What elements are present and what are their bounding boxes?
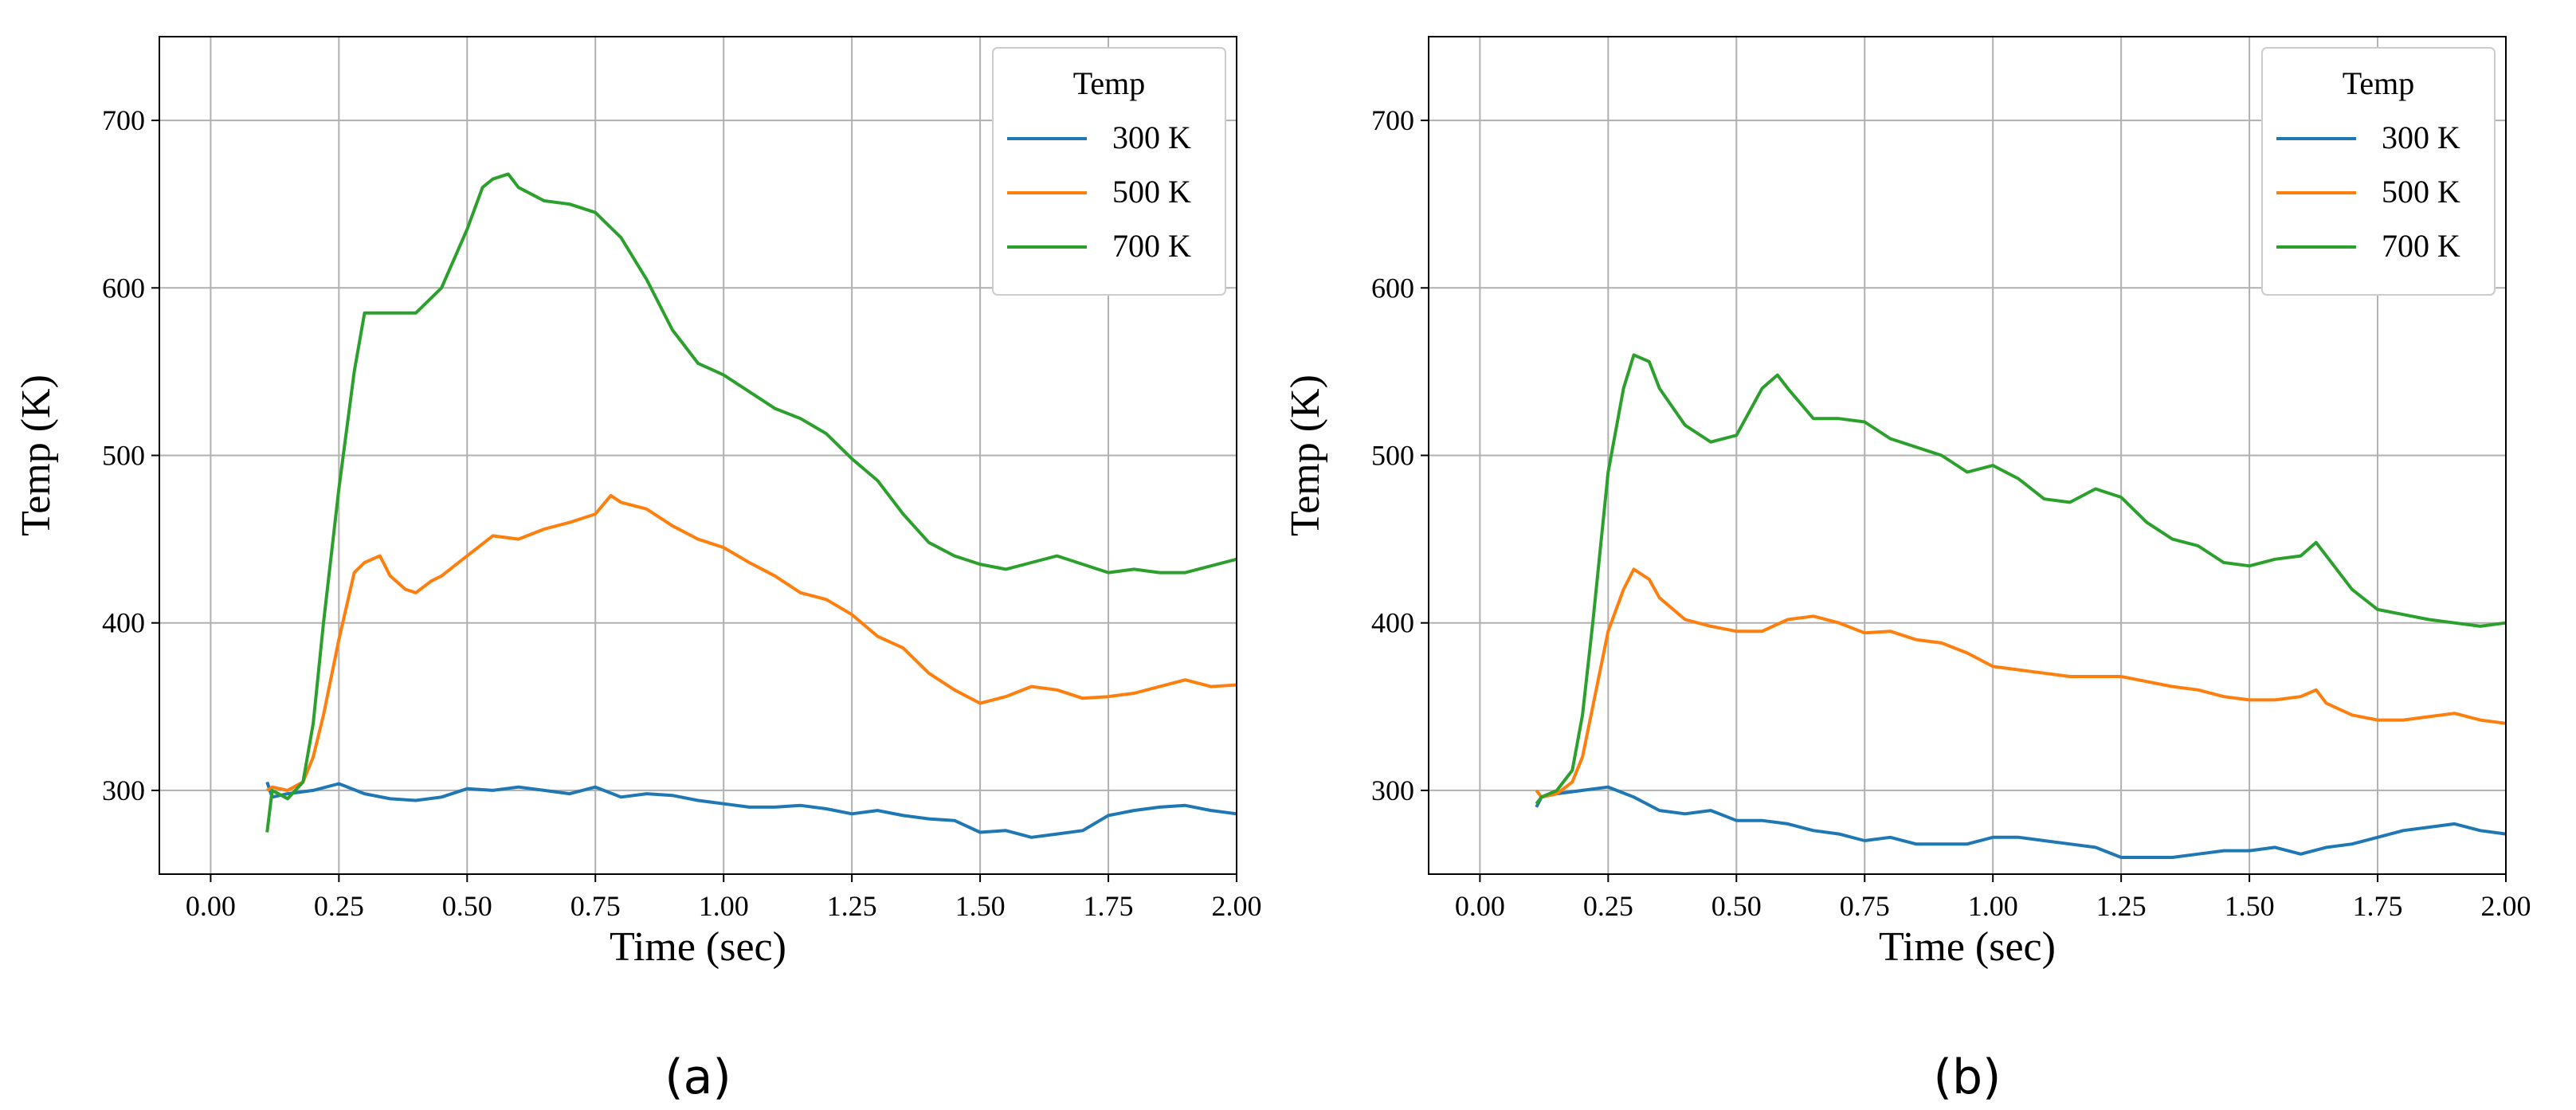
y-axis-label: Temp (K): [1283, 375, 1328, 536]
x-tick-label: 0.50: [442, 890, 492, 922]
x-tick-label: 1.50: [2225, 890, 2275, 922]
x-tick-label: 1.25: [2096, 890, 2147, 922]
x-tick-label: 1.50: [955, 890, 1006, 922]
legend-title: Temp: [1073, 65, 1146, 101]
y-tick-label: 600: [102, 272, 145, 304]
x-tick-label: 1.25: [827, 890, 877, 922]
x-tick-label: 0.75: [1840, 890, 1890, 922]
series-line-300-k: [1535, 785, 2507, 859]
y-tick-label: 600: [1371, 272, 1414, 304]
legend-label: 500 K: [2382, 174, 2460, 210]
x-tick-label: 2.00: [1212, 890, 1262, 922]
x-tick-label: 0.75: [570, 890, 621, 922]
series-lines: [265, 172, 1237, 839]
legend-label: 500 K: [1112, 174, 1191, 210]
y-tick-label: 400: [102, 607, 145, 639]
series-line-500-k: [266, 493, 1237, 792]
legend-label: 300 K: [2382, 120, 2460, 155]
panel-caption: (a): [665, 1049, 731, 1105]
y-tick-label: 500: [1371, 440, 1414, 472]
legend-box: [2261, 47, 2496, 296]
x-tick-label: 1.75: [1084, 890, 1134, 922]
y-tick-label: 300: [102, 775, 145, 806]
series-line-700-k: [1535, 353, 2507, 805]
x-tick-label: 0.25: [314, 890, 364, 922]
legend: Temp 300 K 500 K 700 K: [992, 47, 1226, 296]
legend-label: 700 K: [1112, 228, 1191, 264]
series-line-700-k: [265, 172, 1237, 833]
y-tick-label: 700: [102, 104, 145, 136]
legend-title: Temp: [2343, 65, 2415, 101]
y-tick-label: 700: [1371, 104, 1414, 136]
y-tick-label: 500: [102, 440, 145, 472]
x-axis-label: Time (sec): [1879, 924, 2056, 970]
chart-panel-a: 0.00 0.25 0.50 0.75 1.00 1.25 1.50 1.75 2.00 300…: [14, 36, 1262, 1105]
x-tick-label: 0.25: [1583, 890, 1633, 922]
x-tick-label: 1.00: [1968, 890, 2018, 922]
legend: Temp 300 K 500 K 700 K: [2261, 47, 2496, 296]
x-tick-label: 1.00: [699, 890, 749, 922]
series-line-300-k: [265, 781, 1237, 839]
legend-box: [992, 47, 1226, 296]
y-ticks: 300 400 500 600 700: [1371, 104, 1429, 806]
x-tick-label: 1.75: [2353, 890, 2403, 922]
x-ticks: 0.00 0.25 0.50 0.75 1.00 1.25 1.50 1.75 2.00: [1455, 874, 2531, 922]
y-axis-label: Temp (K): [14, 375, 59, 536]
panel-caption: (b): [1934, 1049, 2002, 1105]
series-lines: [1535, 353, 2507, 859]
series-line-500-k: [1535, 567, 2507, 799]
x-ticks: 0.00 0.25 0.50 0.75 1.00 1.25 1.50 1.75 2.00: [186, 874, 1262, 922]
y-tick-label: 400: [1371, 607, 1414, 639]
x-tick-label: 0.00: [1455, 890, 1505, 922]
x-tick-label: 2.00: [2481, 890, 2531, 922]
chart-panel-b: 0.00 0.25 0.50 0.75 1.00 1.25 1.50 1.75 2.00 300…: [1283, 36, 2531, 1105]
x-tick-label: 0.50: [1711, 890, 1762, 922]
y-ticks: 300 400 500 600 700: [102, 104, 159, 806]
legend-label: 700 K: [2382, 228, 2460, 264]
x-axis-label: Time (sec): [610, 924, 786, 970]
y-tick-label: 300: [1371, 775, 1414, 806]
x-tick-label: 0.00: [186, 890, 236, 922]
legend-label: 300 K: [1112, 120, 1191, 155]
